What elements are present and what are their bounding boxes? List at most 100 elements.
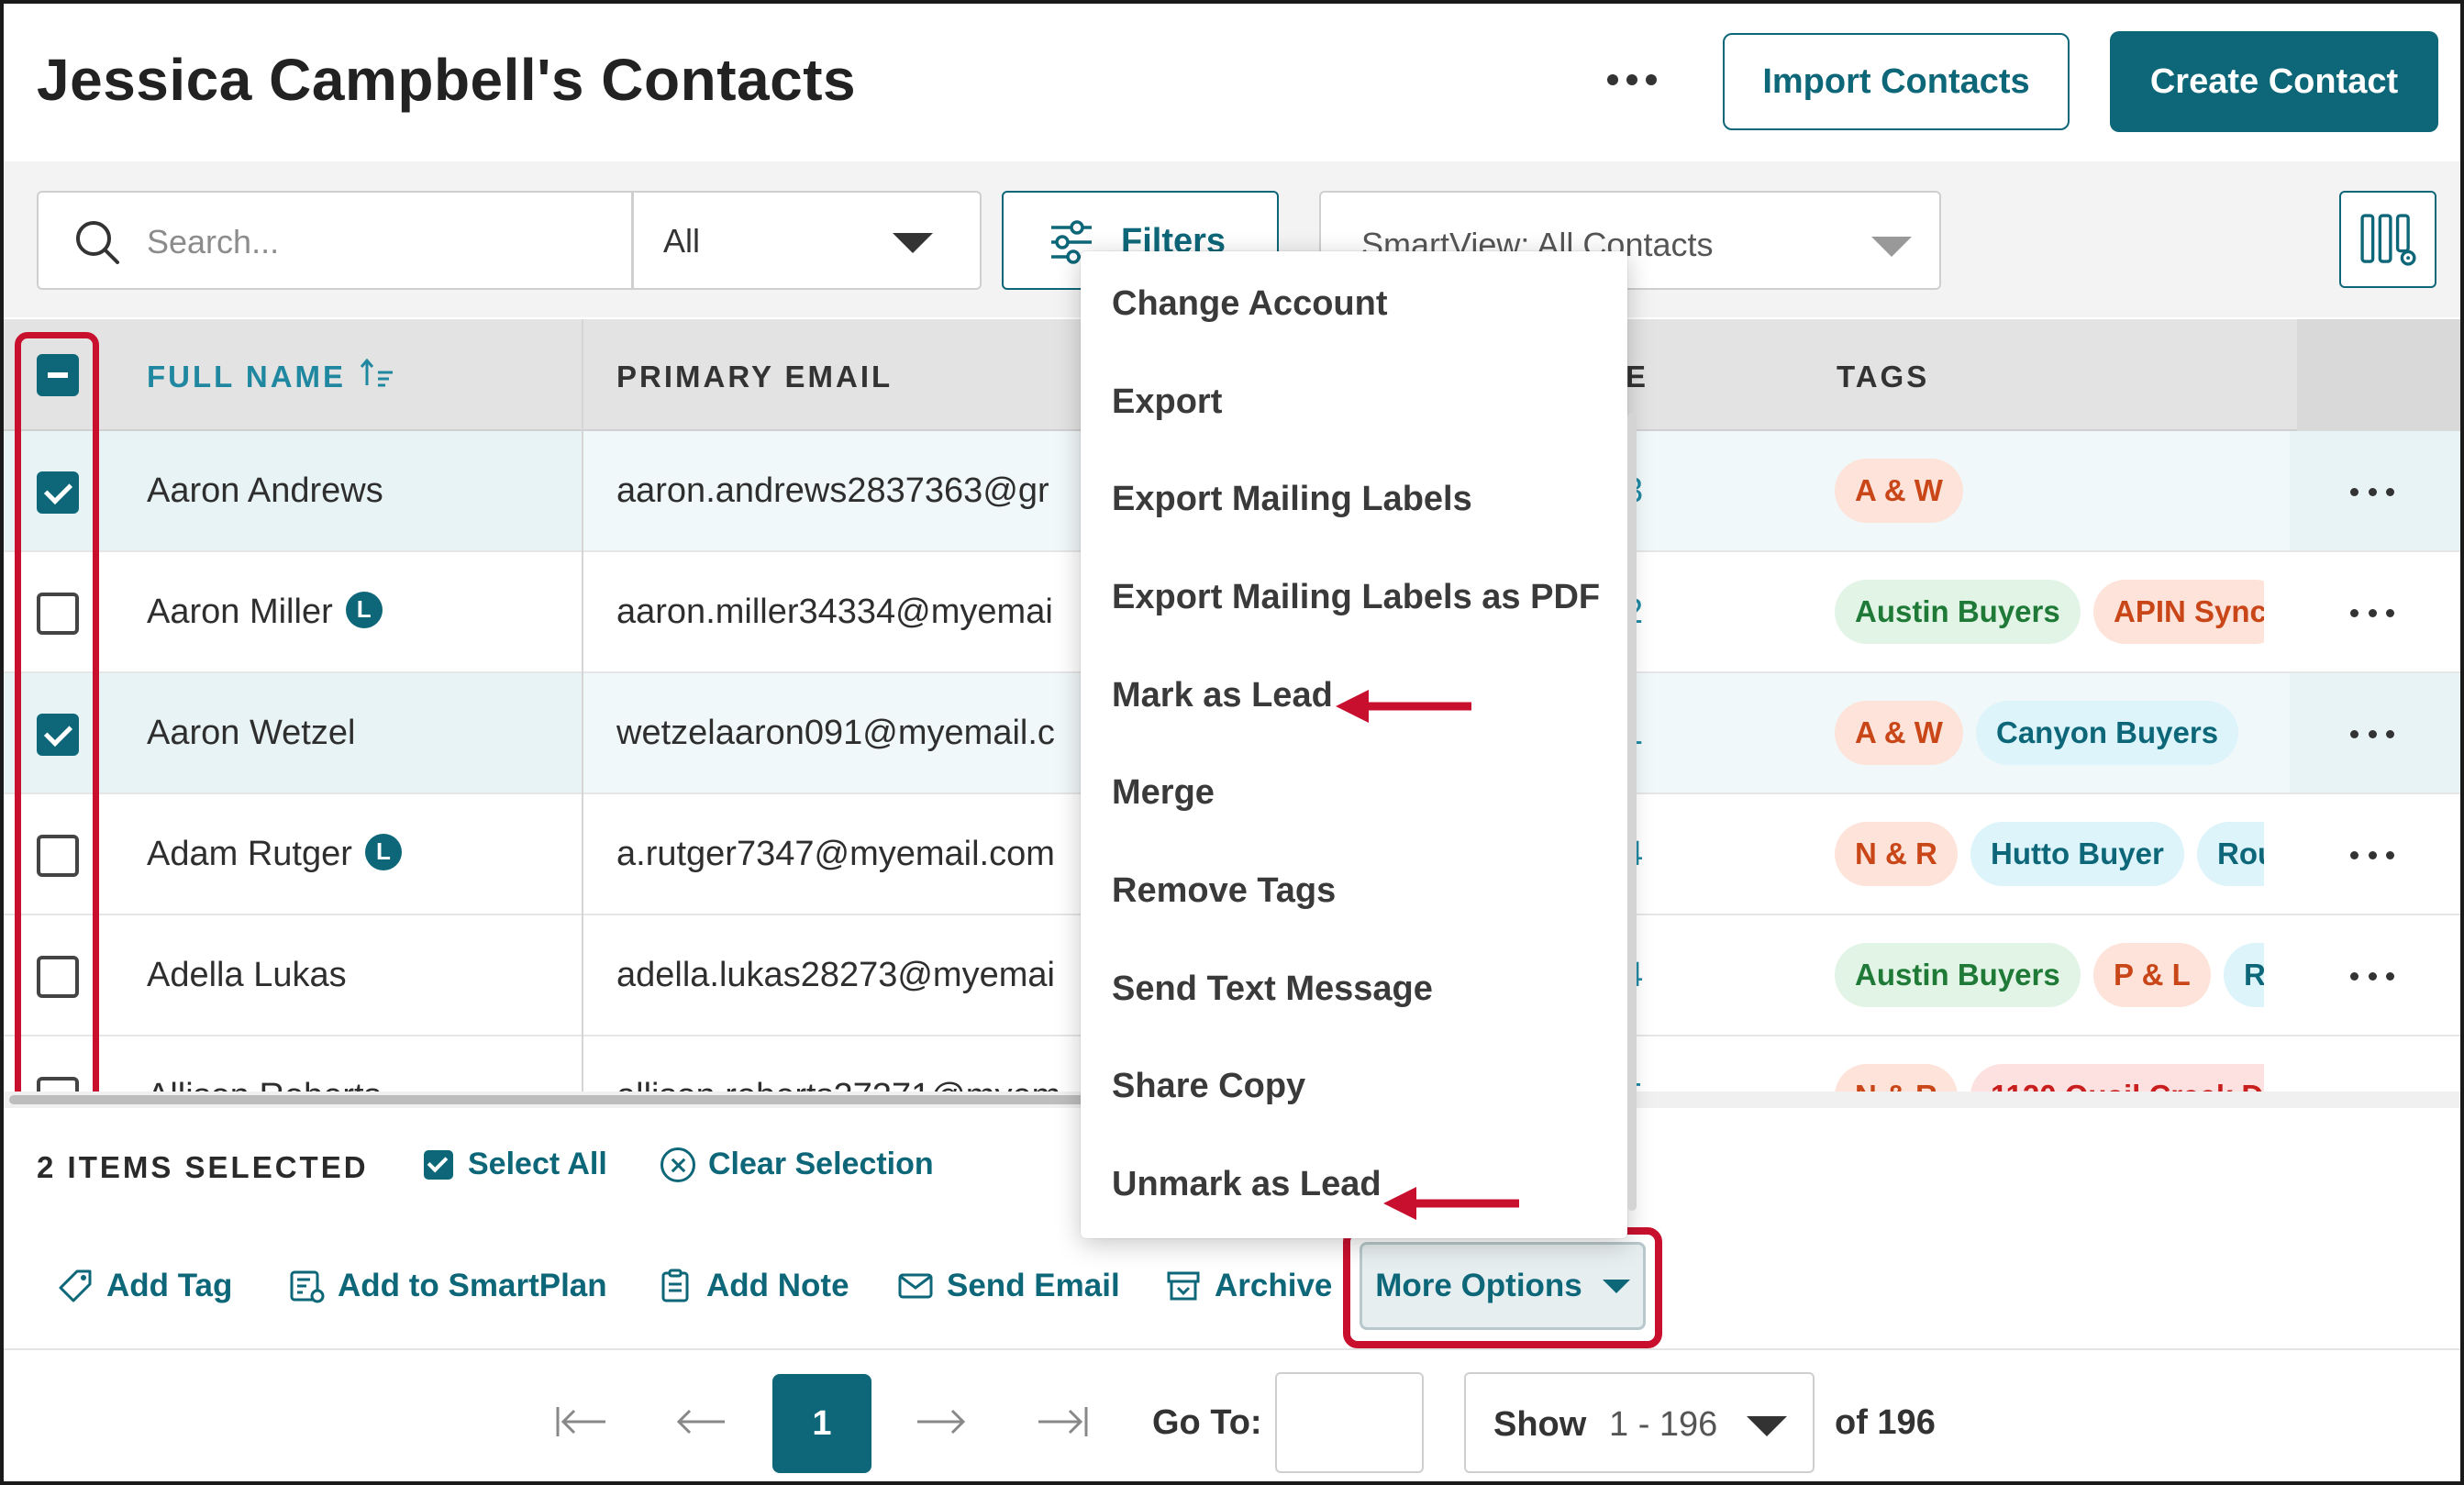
clear-selection-link[interactable]: Clear Selection (660, 1147, 934, 1182)
row-more-icon[interactable] (2350, 609, 2394, 618)
tag-chip[interactable]: Austin Buyers (1835, 580, 2081, 644)
tag-chip[interactable]: P & L (2093, 943, 2211, 1007)
contact-name[interactable]: Adam Rutger L (147, 833, 402, 874)
menu-item-mark-as-lead[interactable]: Mark as Lead (1112, 676, 1333, 715)
contact-name-text: Allison Roberts (147, 1077, 382, 1095)
row-more-icon[interactable] (2350, 972, 2394, 981)
archive-icon (1167, 1271, 1200, 1301)
tag-chip[interactable]: A & W (1835, 459, 1963, 523)
menu-item-unmark-as-lead[interactable]: Unmark as Lead (1112, 1165, 1382, 1203)
menu-item-export-mailing-labels[interactable]: Export Mailing Labels (1112, 480, 1472, 518)
menu-item-export-mailing-labels-as-pdf[interactable]: Export Mailing Labels as PDF (1112, 578, 1601, 616)
chevron-down-icon (893, 233, 933, 253)
tag-chip[interactable]: N & R (1835, 822, 1958, 886)
contact-name[interactable]: Aaron Wetzel (147, 714, 355, 753)
tag-chip[interactable]: Canyon Buyers (1976, 701, 2239, 765)
more-options-menu: Change Account Export Export Mailing Label… (1081, 251, 1627, 1238)
tag-chip[interactable]: A & W (1835, 701, 1963, 765)
tag-chip[interactable]: Ro (2224, 943, 2264, 1007)
actions-column-header (2297, 319, 2460, 431)
row-checkbox[interactable] (37, 471, 79, 514)
lead-badge: L (345, 591, 383, 628)
menu-item-remove-tags[interactable]: Remove Tags (1112, 871, 1337, 910)
column-header-full-name[interactable]: FULL NAME (147, 360, 347, 393)
send-email-button[interactable]: Send Email (897, 1268, 1120, 1304)
previous-page-icon[interactable] (673, 1403, 728, 1440)
add-to-smartplan-button[interactable]: Add to SmartPlan (288, 1268, 607, 1304)
tag-chip[interactable]: 1120 Quail Creek Dr (1970, 1064, 2264, 1095)
goto-label: Go To: (1152, 1403, 1262, 1442)
pagination-bar: 1 Go To: Show 1 - 196 of 196 (4, 1348, 2460, 1481)
row-more-icon[interactable] (2350, 488, 2394, 497)
clear-circle-icon (660, 1147, 695, 1182)
menu-item-send-text-message[interactable]: Send Text Message (1112, 970, 1433, 1008)
contact-email[interactable]: allison.roberts27371@myem (616, 1077, 1060, 1095)
contact-email[interactable]: adella.lukas28273@myemai (616, 956, 1055, 994)
row-checkbox[interactable] (37, 956, 79, 998)
row-more-icon[interactable] (2350, 730, 2394, 739)
add-note-label: Add Note (706, 1268, 849, 1303)
tag-chip[interactable]: APIN Sync (2093, 580, 2264, 644)
more-options-label: More Options (1375, 1268, 1582, 1303)
menu-scrollbar[interactable] (1627, 413, 1637, 1211)
column-divider (582, 673, 583, 794)
column-header-tags[interactable]: TAGS (1837, 360, 1930, 393)
last-page-icon[interactable] (1035, 1403, 1090, 1440)
row-more-icon[interactable] (2350, 851, 2394, 860)
contact-name[interactable]: Adella Lukas (147, 956, 347, 995)
clipboard-icon (661, 1269, 689, 1302)
add-to-smartplan-label: Add to SmartPlan (338, 1268, 607, 1303)
next-page-icon[interactable] (914, 1403, 969, 1440)
contact-email[interactable]: aaron.miller34334@myemai (616, 593, 1053, 631)
menu-item-change-account[interactable]: Change Account (1112, 284, 1388, 323)
goto-page-input[interactable] (1275, 1372, 1424, 1473)
contact-email[interactable]: wetzelaaron091@myemail.c (616, 714, 1055, 752)
tag-chip[interactable]: Roun (2197, 822, 2264, 886)
search-field[interactable] (37, 191, 633, 290)
import-contacts-button[interactable]: Import Contacts (1723, 33, 2070, 130)
archive-button[interactable]: Archive (1165, 1268, 1332, 1304)
row-checkbox[interactable] (37, 1077, 79, 1095)
create-contact-button[interactable]: Create Contact (2110, 31, 2438, 132)
add-note-button[interactable]: Add Note (657, 1268, 849, 1304)
row-checkbox[interactable] (37, 714, 79, 756)
column-divider[interactable] (582, 319, 583, 431)
contact-name[interactable]: Allison Roberts (147, 1077, 382, 1095)
column-settings-button[interactable] (2339, 191, 2436, 288)
column-header-primary-email[interactable]: PRIMARY EMAIL (616, 360, 893, 393)
contact-email[interactable]: a.rutger7347@myemail.com (616, 835, 1055, 873)
row-checkbox[interactable] (37, 593, 79, 635)
tag-icon (59, 1269, 92, 1302)
select-all-link[interactable]: Select All (424, 1147, 607, 1182)
send-email-label: Send Email (947, 1268, 1120, 1303)
more-actions-icon[interactable] (1600, 57, 1664, 103)
column-divider (582, 915, 583, 1036)
more-options-highlight (1343, 1227, 1662, 1348)
row-checkbox[interactable] (37, 835, 79, 877)
tag-chip[interactable]: N & R (1835, 1064, 1958, 1095)
search-scope-select[interactable]: All (633, 191, 982, 290)
contact-email[interactable]: aaron.andrews2837363@gr (616, 471, 1049, 510)
sort-ascending-icon[interactable] (360, 356, 396, 393)
search-input[interactable] (147, 213, 605, 272)
menu-item-share-copy[interactable]: Share Copy (1112, 1067, 1306, 1105)
tag-chip[interactable]: Austin Buyers (1835, 943, 2081, 1007)
lead-badge: L (364, 833, 402, 870)
contact-name[interactable]: Aaron Andrews (147, 471, 383, 511)
column-header-partial[interactable]: E (1626, 360, 1649, 393)
total-count: of 196 (1835, 1403, 1936, 1442)
page-size-select[interactable]: Show 1 - 196 (1464, 1372, 1815, 1473)
select-all-label: Select All (468, 1147, 607, 1181)
select-all-checkbox[interactable] (37, 354, 79, 396)
menu-item-merge[interactable]: Merge (1112, 773, 1215, 812)
scrollbar-thumb[interactable] (9, 1095, 1605, 1104)
current-page-button[interactable]: 1 (772, 1374, 871, 1473)
search-icon (76, 221, 119, 264)
more-options-button[interactable]: More Options (1360, 1242, 1646, 1330)
first-page-icon[interactable] (554, 1403, 609, 1440)
menu-item-export[interactable]: Export (1112, 382, 1223, 421)
tag-chip[interactable]: Hutto Buyer (1970, 822, 2184, 886)
contact-name[interactable]: Aaron Miller L (147, 591, 383, 632)
add-tag-button[interactable]: Add Tag (57, 1268, 232, 1304)
